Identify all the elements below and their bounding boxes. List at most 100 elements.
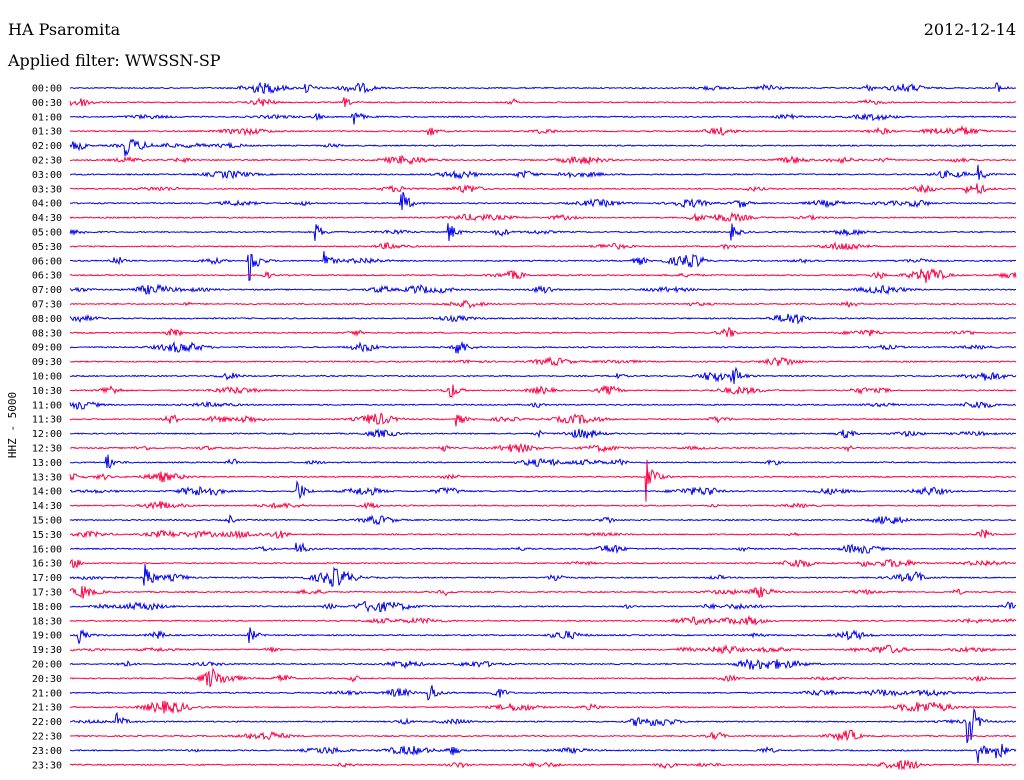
row-time-label: 18:00 (32, 602, 62, 613)
trace-row-0300 (69, 164, 1017, 180)
row-time-label: 18:30 (32, 616, 62, 627)
row-time-label: 07:30 (32, 300, 62, 311)
trace-row-1230 (69, 442, 1017, 454)
trace-row-1430 (69, 501, 1017, 510)
row-time-label: 13:30 (32, 472, 62, 483)
row-time-label: 02:00 (32, 141, 62, 152)
row-time-label: 15:30 (32, 530, 62, 541)
row-time-label: 11:30 (32, 415, 62, 426)
trace-row-0900 (70, 340, 1017, 354)
row-time-label: 12:30 (32, 444, 62, 455)
row-time-label: 19:30 (32, 645, 62, 656)
trace-row-1400 (69, 479, 1017, 500)
trace-row-1530 (69, 528, 1017, 539)
row-time-label: 03:00 (32, 170, 62, 181)
row-time-label: 20:30 (32, 674, 62, 685)
trace-row-0330 (70, 183, 1017, 195)
row-time-label: 22:30 (32, 732, 62, 743)
trace-row-2100 (69, 685, 1017, 701)
trace-row-1200 (69, 428, 1017, 439)
row-time-label: 08:30 (32, 328, 62, 339)
trace-row-0030 (69, 97, 1017, 107)
trace-row-0800 (69, 313, 1017, 325)
date-label: 2012-12-14 (923, 20, 1016, 39)
row-time-label: 10:30 (32, 386, 62, 397)
trace-row-0530 (69, 241, 1017, 251)
row-time-label: 04:00 (32, 199, 62, 210)
station-title: HA Psaromita (8, 20, 121, 39)
row-time-label: 07:00 (32, 285, 62, 296)
trace-row-0830 (70, 326, 1016, 338)
filter-label: Applied filter: WWSSN-SP (8, 51, 221, 70)
row-time-label: 20:00 (32, 660, 62, 671)
row-time-label: 22:00 (32, 717, 62, 728)
trace-row-1030 (69, 384, 1017, 398)
row-time-label: 14:00 (32, 487, 62, 498)
trace-row-1600 (69, 542, 1017, 555)
row-time-label: 23:00 (32, 746, 62, 757)
row-time-label: 17:30 (32, 588, 62, 599)
channel-axis-label: HHZ - 5000 (6, 392, 19, 458)
trace-row-1630 (69, 558, 1017, 569)
trace-row-1330 (69, 459, 1017, 502)
row-time-label: 12:00 (32, 429, 62, 440)
trace-row-0430 (69, 211, 1017, 223)
row-time-label: 17:00 (32, 573, 62, 584)
row-time-label: 03:30 (32, 184, 62, 195)
row-time-label: 21:00 (32, 688, 62, 699)
trace-row-2000 (69, 658, 1017, 670)
trace-row-0200 (69, 138, 1017, 157)
trace-row-1800 (69, 600, 1017, 613)
row-time-label: 13:00 (32, 458, 62, 469)
row-time-label: 16:00 (32, 544, 62, 555)
trace-row-1700 (69, 564, 1017, 587)
trace-row-0500 (69, 223, 1017, 242)
trace-row-2230 (69, 729, 1017, 742)
row-time-label: 09:00 (32, 343, 62, 354)
trace-row-0130 (69, 124, 1017, 137)
row-time-label: 08:00 (32, 314, 62, 325)
trace-row-0600 (69, 251, 1017, 281)
trace-row-2200 (69, 707, 1017, 744)
trace-row-1000 (69, 366, 1017, 385)
row-time-label: 09:30 (32, 357, 62, 368)
time-labels: 00:00 00:30 01:00 01:30 02:00 02:30 03:00 03:30… (32, 84, 62, 772)
trace-row-2130 (69, 700, 1017, 714)
trace-row-1830 (69, 614, 1017, 626)
row-time-label: 02:30 (32, 156, 62, 167)
row-time-label: 10:00 (32, 372, 62, 383)
seismic-traces (69, 81, 1017, 771)
row-time-label: 04:30 (32, 213, 62, 224)
row-time-label: 23:30 (32, 760, 62, 771)
row-time-label: 06:30 (32, 271, 62, 282)
trace-row-0700 (69, 283, 1016, 296)
trace-row-2330 (69, 759, 1017, 771)
row-time-label: 16:30 (32, 559, 62, 570)
trace-row-0400 (69, 191, 1017, 211)
trace-row-2300 (69, 743, 1017, 764)
row-time-label: 01:30 (32, 127, 62, 138)
row-time-label: 11:00 (32, 400, 62, 411)
row-time-label: 00:30 (32, 98, 62, 109)
trace-row-2030 (69, 667, 1017, 688)
trace-row-1500 (69, 514, 1017, 526)
trace-row-0100 (69, 112, 1017, 125)
trace-row-1730 (69, 585, 1017, 599)
trace-row-1900 (69, 627, 1017, 644)
trace-row-1100 (69, 400, 1017, 411)
trace-row-0000 (69, 81, 1017, 95)
trace-row-0630 (69, 267, 1017, 284)
row-time-label: 15:00 (32, 516, 62, 527)
trace-row-1130 (69, 412, 1017, 427)
trace-row-1930 (70, 643, 1017, 655)
row-time-label: 19:00 (32, 631, 62, 642)
row-time-label: 14:30 (32, 501, 62, 512)
trace-row-0230 (69, 154, 1017, 166)
row-time-label: 05:00 (32, 228, 62, 239)
trace-row-0930 (69, 356, 1017, 367)
row-time-label: 06:00 (32, 256, 62, 267)
row-time-label: 21:30 (32, 703, 62, 714)
row-time-label: 00:00 (32, 84, 62, 95)
trace-row-1300 (69, 454, 1017, 469)
